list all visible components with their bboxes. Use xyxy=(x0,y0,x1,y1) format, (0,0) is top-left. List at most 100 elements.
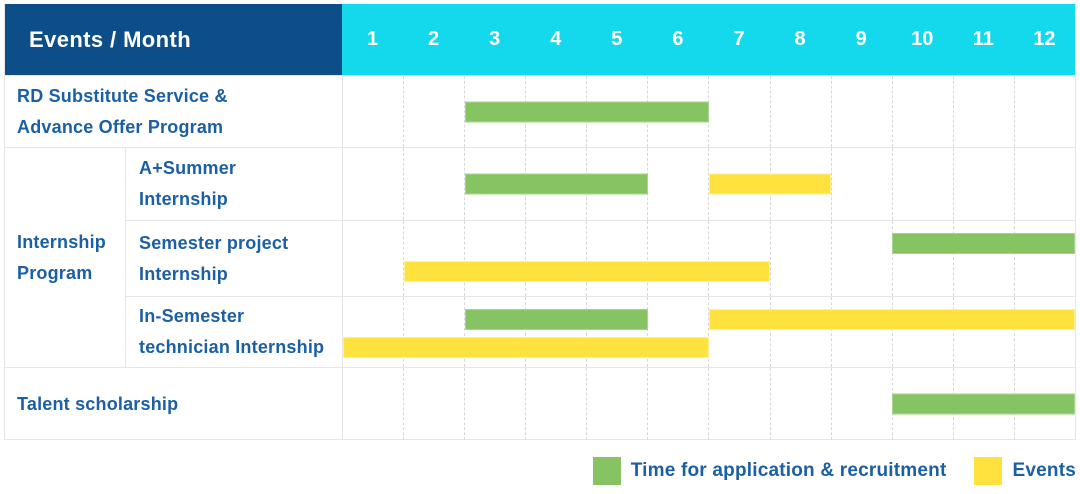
task-label-line: A+Summer xyxy=(139,158,237,178)
gantt-bar-application_recruitment xyxy=(892,233,1075,254)
task-timeline xyxy=(342,75,1075,147)
task-label: Semester project Internship xyxy=(125,220,342,296)
month-cell xyxy=(586,221,647,296)
task-label: A+Summer Internship xyxy=(125,147,342,220)
month-cell xyxy=(891,221,953,296)
group-label-line: Program xyxy=(17,262,93,283)
month-cell xyxy=(403,297,464,367)
month-cell xyxy=(952,148,1014,220)
month-cell xyxy=(891,148,953,220)
legend-swatch-application-icon xyxy=(592,457,621,485)
month-header-cell: 3 xyxy=(489,28,501,50)
month-header-cell: 2 xyxy=(428,28,440,50)
month-cell xyxy=(769,368,831,440)
month-cell xyxy=(464,148,525,220)
legend-item-events: Events xyxy=(974,457,1076,485)
month-cell xyxy=(647,297,708,367)
month-cell xyxy=(952,221,1014,296)
month-cell xyxy=(464,368,525,440)
month-cell xyxy=(830,297,892,367)
month-cell xyxy=(769,76,831,147)
gantt-bar-event xyxy=(709,173,831,195)
month-header-cell: 10 xyxy=(911,28,934,50)
month-cell xyxy=(952,76,1014,147)
events-month-header: Events / Month xyxy=(5,4,342,75)
month-cell xyxy=(464,76,525,147)
month-header-cell: 9 xyxy=(855,28,867,50)
month-cell xyxy=(525,297,586,367)
task-label-line: Internship xyxy=(139,189,229,209)
month-header-cell: 1 xyxy=(366,28,379,50)
task-label-line: Semester project xyxy=(139,232,289,253)
gantt-bar-event xyxy=(404,261,770,282)
legend-item-application: Time for application & recruitment xyxy=(592,457,947,485)
month-cell xyxy=(403,221,464,296)
task-label-line: technician Internship xyxy=(139,337,325,357)
month-cell xyxy=(830,368,892,440)
task-label-line: RD Substitute Service & xyxy=(17,85,228,106)
month-cell xyxy=(464,297,525,367)
gantt-bar-application_recruitment xyxy=(465,101,709,122)
gantt-table: Events / Month 1 2 3 4 5 6 7 8 9 10 11 12 Internshi… xyxy=(4,4,1076,440)
task-label-line: Advance Offer Program xyxy=(17,116,224,137)
task-timeline xyxy=(342,367,1075,440)
month-cell xyxy=(1013,297,1075,367)
month-cell xyxy=(647,368,708,440)
month-header-cell: 5 xyxy=(611,28,623,50)
month-cell xyxy=(586,297,647,367)
month-cell xyxy=(891,76,953,147)
legend-swatch-events-icon xyxy=(974,457,1003,485)
month-cell xyxy=(952,297,1014,367)
month-cell xyxy=(830,221,892,296)
month-cell xyxy=(891,297,953,367)
month-cell xyxy=(586,368,647,440)
month-cell xyxy=(403,148,464,220)
month-cell xyxy=(708,76,769,147)
month-cell xyxy=(1013,76,1075,147)
group-label-line: Internship xyxy=(17,231,107,252)
month-header-cell: 12 xyxy=(1033,28,1056,50)
month-header-cell: 6 xyxy=(672,28,684,50)
task-label: Talent scholarship xyxy=(5,367,342,440)
month-cell xyxy=(830,148,892,220)
month-cell xyxy=(525,221,586,296)
task-timeline xyxy=(342,296,1075,367)
month-cell xyxy=(647,221,708,296)
task-timeline xyxy=(342,147,1075,220)
month-header-cell: 4 xyxy=(550,28,562,50)
legend: Time for application & recruitment Event… xyxy=(592,457,1076,485)
task-label-line: Talent scholarship xyxy=(17,393,179,414)
legend-label-application: Time for application & recruitment xyxy=(630,460,947,481)
month-header-cell: 8 xyxy=(794,28,806,50)
gantt-bar-event xyxy=(709,309,1075,330)
month-cell xyxy=(343,368,403,440)
task-label-line: In-Semester xyxy=(139,306,245,326)
month-cell xyxy=(769,221,831,296)
legend-label-events: Events xyxy=(1012,460,1076,481)
month-cell xyxy=(464,221,525,296)
month-header-cell: 11 xyxy=(972,28,994,50)
month-cell xyxy=(403,368,464,440)
month-cell xyxy=(769,297,831,367)
month-cell xyxy=(647,148,708,220)
task-label: RD Substitute Service & Advance Offer Pro… xyxy=(5,75,342,147)
month-cell xyxy=(708,221,769,296)
month-cell xyxy=(708,148,769,220)
gantt-bar-application_recruitment xyxy=(465,309,648,330)
month-cell xyxy=(1013,148,1075,220)
month-header-row: 1 2 3 4 5 6 7 8 9 10 11 12 xyxy=(342,4,1075,75)
gantt-bar-application_recruitment xyxy=(892,393,1075,415)
month-cell xyxy=(1013,221,1075,296)
month-cell xyxy=(343,221,403,296)
task-label-line: Internship xyxy=(139,263,229,284)
month-cell xyxy=(708,297,769,367)
month-cell xyxy=(708,368,769,440)
task-timeline xyxy=(342,220,1075,296)
month-cell xyxy=(525,368,586,440)
month-cell xyxy=(343,148,403,220)
group-label-internship-program: Internship Program xyxy=(5,147,125,367)
month-cell xyxy=(830,76,892,147)
month-cell xyxy=(403,76,464,147)
task-label: In-Semester technician Internship xyxy=(125,296,342,367)
